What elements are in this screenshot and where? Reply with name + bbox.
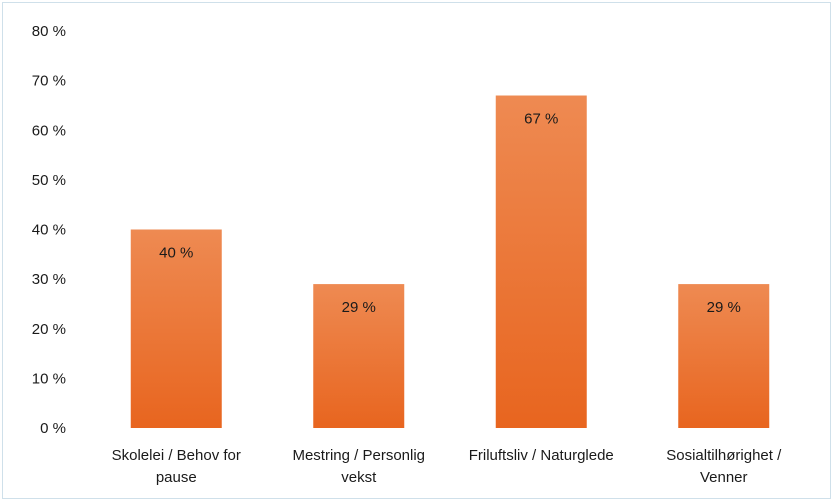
y-tick-label: 70 % (32, 73, 66, 90)
bar (495, 95, 587, 428)
bar (130, 229, 222, 428)
y-tick-label: 40 % (32, 222, 66, 239)
x-category-label: Skolelei / Behov for (112, 447, 241, 464)
y-tick-label: 80 % (32, 23, 66, 40)
x-axis: Skolelei / Behov for pause Mestring / Pers… (112, 447, 782, 486)
y-tick-label: 20 % (32, 321, 66, 338)
x-category-label: Sosialtilhørighet / (666, 447, 782, 464)
bars (130, 95, 770, 428)
y-axis: 0 % 10 % 20 % 30 % 40 % 50 % 60 % 70 % 80 % (32, 23, 66, 437)
y-tick-label: 10 % (32, 370, 66, 387)
x-category-label: vekst (341, 469, 377, 486)
x-category-label: Friluftsliv / Naturglede (469, 447, 614, 464)
bar-data-label: 29 % (342, 299, 376, 316)
x-category-label: Venner (700, 469, 748, 486)
bar-data-label: 67 % (524, 111, 558, 128)
data-labels: 40 % 29 % 67 % 29 % (159, 111, 741, 317)
bar (313, 284, 405, 428)
y-tick-label: 30 % (32, 271, 66, 288)
bar-data-label: 29 % (707, 299, 741, 316)
x-category-label: pause (156, 469, 197, 486)
bar (678, 284, 770, 428)
bar-data-label: 40 % (159, 245, 193, 262)
y-tick-label: 60 % (32, 122, 66, 139)
y-tick-label: 0 % (40, 420, 66, 437)
y-tick-label: 50 % (32, 172, 66, 189)
x-category-label: Mestring / Personlig (292, 447, 425, 464)
